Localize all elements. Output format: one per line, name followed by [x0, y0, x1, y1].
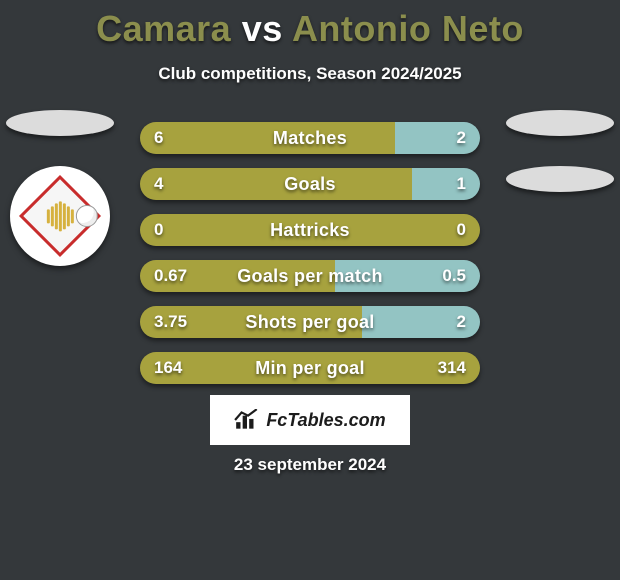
subtitle: Club competitions, Season 2024/2025	[0, 64, 620, 84]
stat-row: Min per goal164314	[140, 352, 480, 384]
stat-segment-left	[140, 214, 480, 246]
club-avatar-right	[506, 166, 614, 192]
stat-row: Goals41	[140, 168, 480, 200]
stat-segment-left	[140, 122, 395, 154]
title-player-left: Camara	[96, 8, 231, 49]
stat-row: Shots per goal3.752	[140, 306, 480, 338]
club-diamond-icon	[19, 175, 101, 257]
page-title: Camara vs Antonio Neto	[0, 0, 620, 50]
stat-segment-right	[395, 122, 480, 154]
stat-segment-right	[412, 168, 480, 200]
stat-segment-right	[335, 260, 480, 292]
watermark: FcTables.com	[210, 395, 410, 445]
chart-icon	[234, 409, 260, 431]
avatar-column-left	[0, 110, 120, 266]
watermark-text: FcTables.com	[266, 410, 385, 431]
title-vs: vs	[242, 8, 283, 49]
date-label: 23 september 2024	[0, 455, 620, 475]
stat-segment-right	[362, 306, 480, 338]
stat-row: Matches62	[140, 122, 480, 154]
stat-bars: Matches62 Goals41 Hattricks00 Goals per mat…	[140, 122, 480, 384]
stat-row: Hattricks00	[140, 214, 480, 246]
stat-segment-left	[140, 168, 412, 200]
club-badge-left	[10, 166, 110, 266]
title-player-right: Antonio Neto	[292, 8, 524, 49]
player-avatar-right	[506, 110, 614, 136]
stat-row: Goals per match0.670.5	[140, 260, 480, 292]
stat-segment-left	[140, 352, 480, 384]
ball-icon	[76, 205, 98, 227]
stat-segment-left	[140, 260, 335, 292]
stat-segment-left	[140, 306, 362, 338]
avatar-column-right	[500, 110, 620, 192]
player-avatar-left	[6, 110, 114, 136]
